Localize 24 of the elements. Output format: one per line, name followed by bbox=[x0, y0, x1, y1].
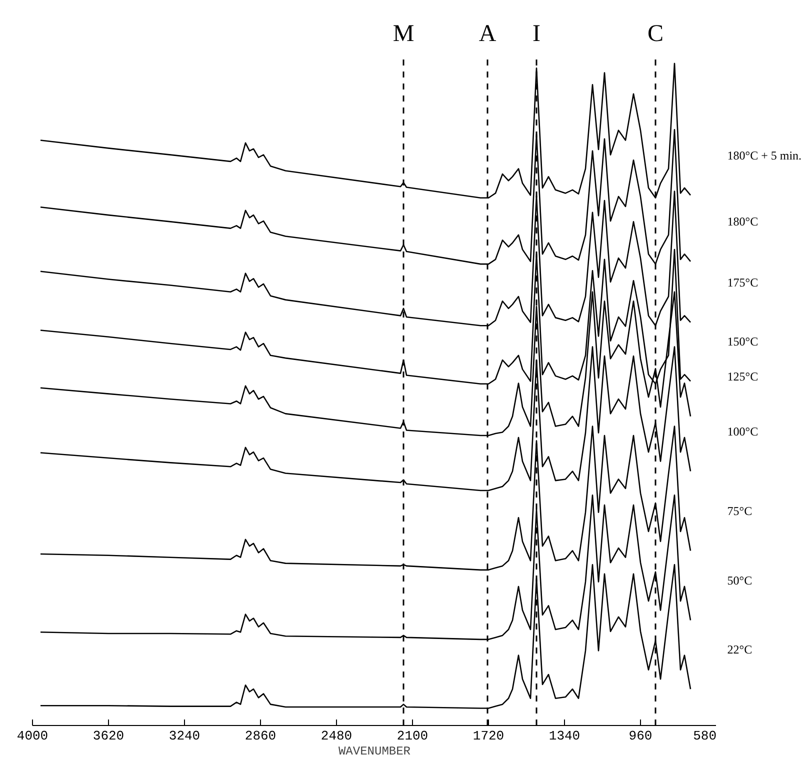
text: 22°C bbox=[727, 642, 752, 656]
x-tick-label: 2480 bbox=[320, 728, 352, 744]
x-axis-title: WAVENUMBER bbox=[338, 744, 411, 758]
ref-line-label: C bbox=[647, 20, 664, 47]
ref-line-label: I bbox=[532, 20, 541, 47]
text: 125°C bbox=[727, 370, 758, 384]
text: 180°C bbox=[727, 214, 758, 229]
x-tick-label: 1720 bbox=[472, 728, 504, 744]
text: 150°C bbox=[727, 334, 758, 349]
x-tick-label: 960 bbox=[628, 728, 652, 744]
text: 75°C bbox=[727, 504, 752, 518]
x-tick-label: 4000 bbox=[16, 728, 48, 744]
text: 50°C bbox=[727, 574, 752, 588]
ref-line-label: M bbox=[392, 20, 414, 47]
x-tick-label: 2100 bbox=[396, 728, 428, 744]
x-tick-label: 3240 bbox=[168, 728, 200, 744]
x-tick-label: 1340 bbox=[548, 728, 580, 744]
text: 100°C bbox=[727, 424, 758, 439]
x-tick-label: 580 bbox=[693, 728, 716, 744]
ref-line-label: A bbox=[478, 20, 497, 47]
text: 175°C bbox=[727, 276, 758, 290]
x-tick-label: 3620 bbox=[92, 728, 124, 744]
text: 180°C + 5 min. bbox=[727, 148, 802, 162]
x-tick-label: 2860 bbox=[244, 728, 276, 744]
